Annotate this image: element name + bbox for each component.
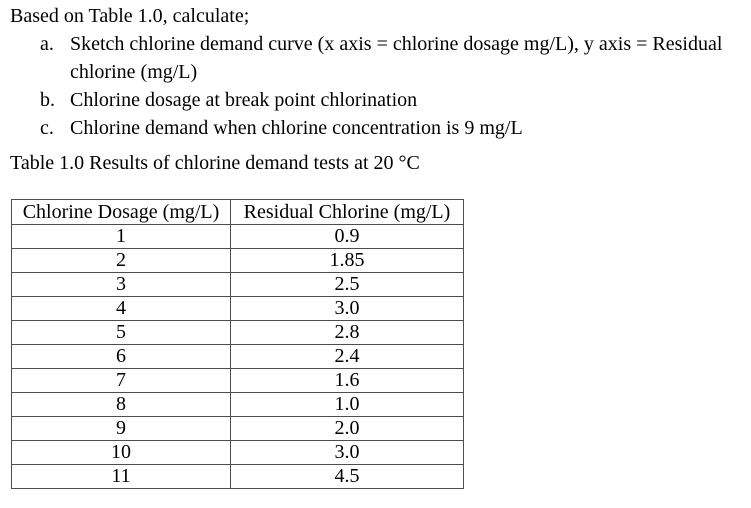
question-c-line-1: Chlorine demand when chlorine concentrat…: [70, 117, 523, 139]
question-text-a: Sketch chlorine demand curve (x axis = c…: [70, 30, 751, 86]
question-marker-a: a.: [40, 33, 54, 55]
table-cell: 2.4: [230, 344, 464, 369]
table-cell: 11: [11, 464, 231, 489]
question-item-a: a. Sketch chlorine demand curve (x axis …: [40, 30, 751, 86]
table-row: 9 2.0: [11, 416, 464, 441]
table-cell: 7: [11, 368, 231, 393]
column-header-residual-chlorine: Residual Chlorine (mg/L): [230, 199, 464, 225]
table-row: 6 2.4: [11, 344, 464, 369]
table-cell: 2.0: [230, 416, 464, 441]
table-cell: 10: [11, 440, 231, 465]
table-caption: Table 1.0 Results of chlorine demand tes…: [10, 152, 420, 174]
table-cell: 1.0: [230, 392, 464, 417]
table-row: 8 1.0: [11, 392, 464, 417]
table-cell: 5: [11, 320, 231, 345]
question-marker-b: b.: [40, 89, 55, 111]
table-body: 1 0.9 2 1.85 3 2.5 4 3.0 5 2.8 6 2.4 7 1.6 8 1.0 9 2.0 10 3…: [11, 224, 464, 489]
table-cell: 1.6: [230, 368, 464, 393]
table-cell: 1.85: [230, 248, 464, 273]
table-cell: 6: [11, 344, 231, 369]
question-text-b: Chlorine dosage at break point chlorinat…: [70, 86, 751, 114]
chlorine-demand-table: Chlorine Dosage (mg/L) Residual Chlorine…: [11, 199, 464, 489]
table-cell: 1: [11, 224, 231, 249]
table-cell: 4: [11, 296, 231, 321]
table-row: 5 2.8: [11, 320, 464, 345]
table-cell: 3.0: [230, 296, 464, 321]
table-cell: 4.5: [230, 464, 464, 489]
table-row: 4 3.0: [11, 296, 464, 321]
table-row: 1 0.9: [11, 224, 464, 249]
question-list: a. Sketch chlorine demand curve (x axis …: [0, 30, 751, 142]
question-a-line-2: chlorine (mg/L): [70, 61, 198, 83]
question-b-line-1: Chlorine dosage at break point chlorinat…: [70, 89, 418, 111]
question-item-c: c. Chlorine demand when chlorine concent…: [40, 114, 751, 142]
table-row: 11 4.5: [11, 464, 464, 489]
table-row: 3 2.5: [11, 272, 464, 297]
table-row: 10 3.0: [11, 440, 464, 465]
table-cell: 2.5: [230, 272, 464, 297]
table-cell: 3: [11, 272, 231, 297]
table-cell: 8: [11, 392, 231, 417]
table-header-row: Chlorine Dosage (mg/L) Residual Chlorine…: [11, 199, 464, 225]
table-cell: 3.0: [230, 440, 464, 465]
table-row: 2 1.85: [11, 248, 464, 273]
table-cell: 9: [11, 416, 231, 441]
question-item-b: b. Chlorine dosage at break point chlori…: [40, 86, 751, 114]
question-a-line-1: Sketch chlorine demand curve (x axis = c…: [70, 33, 723, 55]
question-text-c: Chlorine demand when chlorine concentrat…: [70, 114, 751, 142]
column-header-chlorine-dosage: Chlorine Dosage (mg/L): [11, 199, 231, 225]
intro-text: Based on Table 1.0, calculate;: [10, 5, 250, 27]
table-header: Chlorine Dosage (mg/L) Residual Chlorine…: [11, 199, 464, 225]
table-cell: 0.9: [230, 224, 464, 249]
question-marker-c: c.: [40, 117, 54, 139]
table-cell: 2.8: [230, 320, 464, 345]
table-row: 7 1.6: [11, 368, 464, 393]
table-cell: 2: [11, 248, 231, 273]
